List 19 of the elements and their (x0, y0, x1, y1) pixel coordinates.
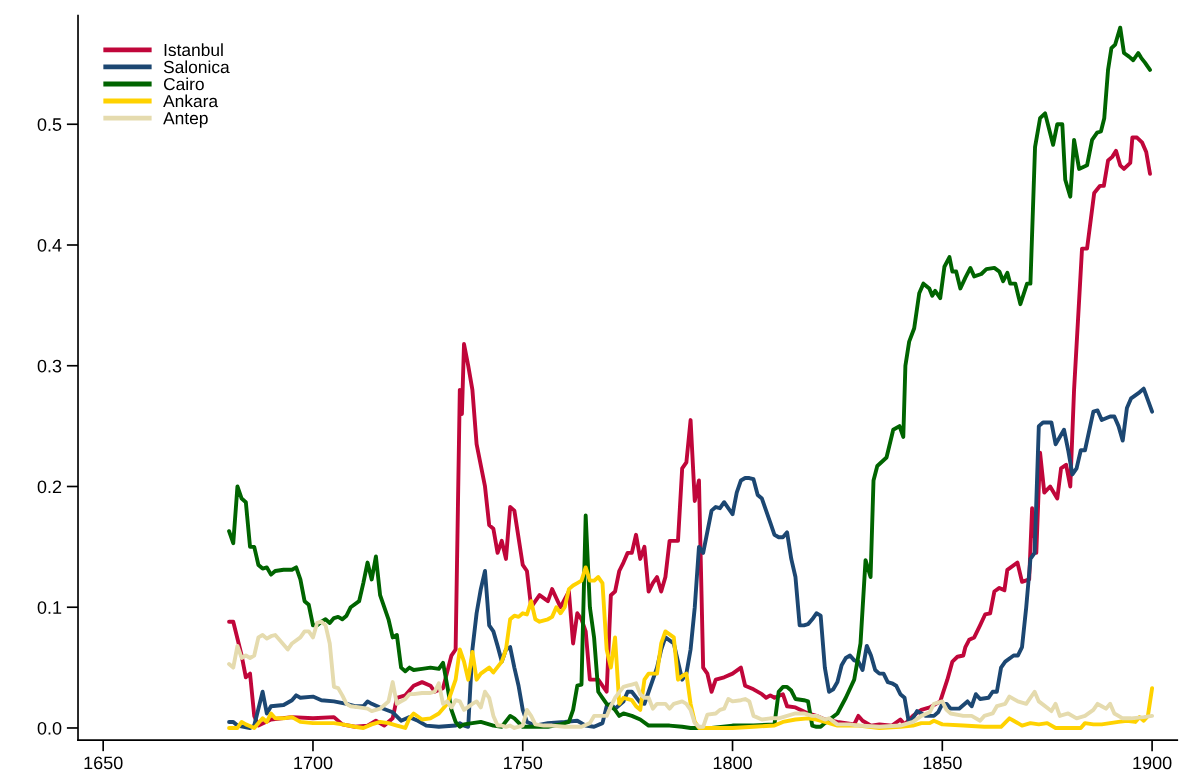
legend-label: Cairo (163, 77, 204, 91)
y-tick-label: 0.0 (37, 721, 62, 735)
legend-label: Ankara (163, 94, 219, 108)
x-tick-label: 1900 (1133, 756, 1172, 770)
y-tick-label: 0.5 (37, 118, 62, 131)
x-tick-label: 1700 (294, 756, 333, 770)
x-tick-label: 1650 (84, 756, 123, 770)
legend-label: Salonica (163, 60, 230, 74)
x-tick-label: 1850 (923, 756, 962, 770)
line-series (227, 619, 1155, 730)
legend-label: Antep (163, 112, 208, 128)
legend-label: Istanbul (164, 43, 223, 57)
x-tick-label: 1800 (713, 756, 752, 770)
y-tick-label: 0.3 (37, 359, 62, 373)
line-series (227, 565, 1155, 730)
y-tick-label: 0.4 (37, 238, 62, 252)
x-tick-label: 1750 (504, 756, 543, 770)
y-tick-label: 0.2 (37, 480, 62, 494)
y-tick-label: 0.1 (37, 601, 62, 614)
